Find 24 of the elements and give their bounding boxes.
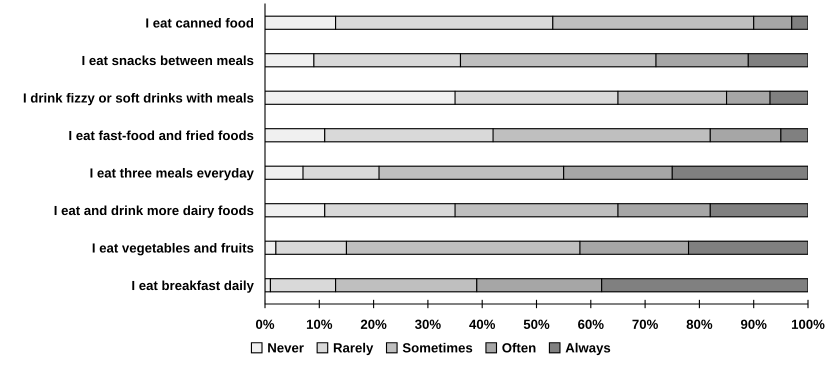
legend-label: Always [566,342,610,356]
y-tick-label: I eat canned food [146,18,254,28]
x-tick-label: 90% [740,320,767,329]
x-tick-label: 60% [578,320,604,329]
x-tick-label: 40% [469,320,496,329]
y-tick-label: I eat three meals everyday [90,168,254,180]
legend-label: Often [502,342,536,353]
legend-label: Rarely [334,342,374,356]
x-tick-label: 50% [524,320,550,329]
y-tick-label: I eat vegetables and fruits [92,242,254,256]
x-tick-label: 100% [792,320,825,329]
x-tick-label: 10% [306,320,332,329]
y-tick-label: I eat breakfast daily [132,280,254,293]
x-tick-label: 20% [360,320,386,329]
y-tick-label: I eat and drink more dairy foods [54,205,254,218]
legend-label: Sometimes [402,342,472,353]
x-tick-label: 80% [686,320,712,329]
x-tick-label: 70% [632,320,658,329]
y-tick-label: I eat fast-food and fried foods [69,130,254,140]
x-tick-label: 30% [415,320,441,329]
x-tick-label: 0% [256,320,274,329]
y-tick-label: I drink fizzy or soft drinks with meals [24,92,254,106]
legend-label: Never [268,343,304,353]
y-tick-label: I eat snacks between meals [82,55,254,66]
